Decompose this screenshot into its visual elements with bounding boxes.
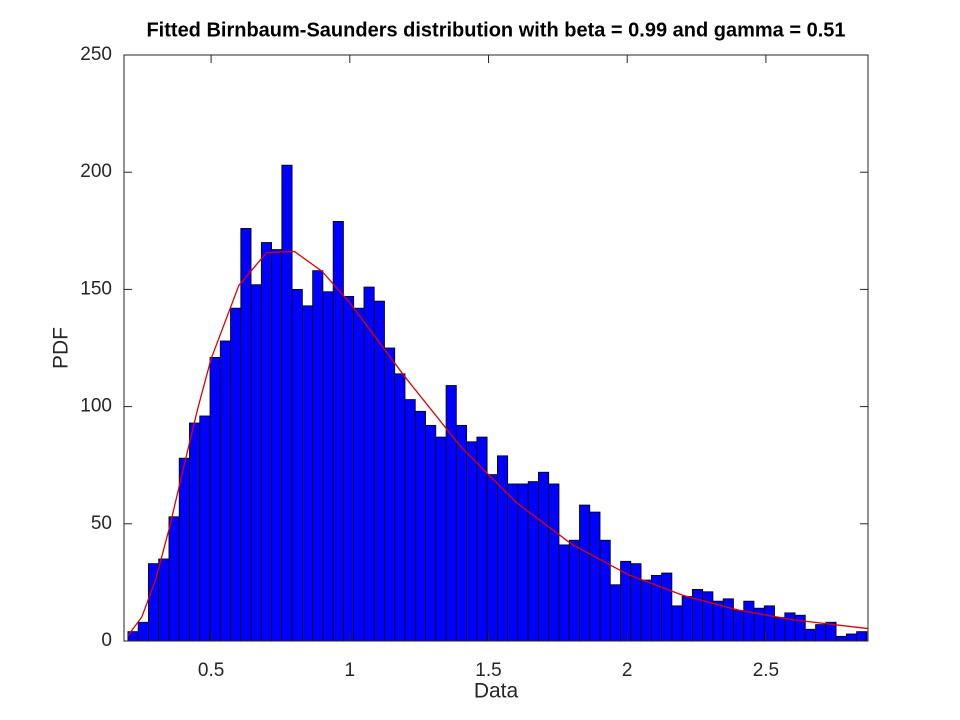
bar — [281, 164, 293, 642]
bar — [291, 288, 303, 642]
bar — [548, 483, 560, 642]
bar — [784, 612, 796, 642]
bar — [527, 481, 539, 642]
bar — [189, 422, 201, 642]
bar — [404, 399, 416, 642]
bar — [384, 347, 396, 642]
bar — [774, 617, 786, 642]
y-tick-label: 50 — [91, 513, 112, 534]
bar — [137, 621, 149, 642]
bar — [712, 600, 724, 642]
bar — [199, 415, 211, 642]
x-tick-label: 0.5 — [198, 660, 224, 681]
y-tick-label: 150 — [80, 278, 112, 299]
bar — [271, 249, 283, 642]
y-tick-label: 100 — [80, 396, 112, 417]
y-tick-label: 250 — [80, 44, 112, 65]
bar — [599, 539, 611, 642]
bar — [681, 596, 693, 642]
bars — [127, 164, 868, 642]
bar — [394, 373, 406, 642]
axes-box — [123, 54, 869, 642]
y-axis-label: PDF — [50, 327, 73, 369]
bar — [835, 635, 847, 642]
bar — [250, 284, 262, 642]
bar — [722, 598, 734, 642]
bar — [804, 628, 816, 642]
bar — [332, 221, 344, 642]
y-tick-label: 0 — [101, 630, 112, 651]
bar — [260, 242, 272, 642]
bar — [568, 539, 580, 642]
x-axis-label: Data — [474, 680, 519, 703]
bar — [343, 296, 355, 642]
bar — [794, 614, 806, 642]
x-tick-label: 2.5 — [753, 660, 779, 681]
bar — [692, 589, 704, 642]
chart-title: Fitted Birnbaum-Saunders distribution wi… — [146, 19, 845, 41]
bar — [466, 441, 478, 642]
bar — [435, 436, 447, 642]
fit-curve-group — [127, 250, 869, 636]
x-tick-label: 2 — [622, 660, 633, 681]
bar — [373, 300, 385, 642]
x-tick-label: 1 — [345, 660, 356, 681]
bar — [425, 424, 437, 642]
bar — [230, 307, 242, 642]
bar — [558, 544, 570, 642]
bar — [496, 455, 509, 642]
bar — [414, 410, 426, 642]
bar — [301, 305, 314, 642]
bar — [579, 504, 591, 642]
bar — [630, 563, 642, 642]
bar — [363, 286, 375, 642]
bar — [312, 270, 324, 642]
bar — [743, 600, 755, 642]
bar — [158, 558, 170, 642]
y-tick-label: 200 — [80, 161, 112, 182]
bar — [168, 516, 180, 642]
bar — [455, 424, 467, 642]
bar — [640, 579, 652, 642]
bar — [178, 457, 190, 642]
bar — [702, 591, 714, 642]
x-tick-label: 1.5 — [475, 660, 501, 681]
bar — [486, 474, 498, 642]
bar — [671, 605, 683, 642]
ticks: 0.5 1 1.5 2 2.5 0 50 100 150 200 250 — [80, 44, 868, 681]
bar — [538, 471, 550, 642]
bar — [507, 483, 519, 642]
bar — [219, 340, 231, 642]
bar — [589, 511, 601, 642]
bar — [733, 610, 745, 642]
bar — [609, 584, 621, 642]
bar — [322, 291, 334, 642]
bar — [240, 228, 252, 642]
bar — [661, 572, 673, 642]
bar — [856, 631, 868, 642]
bar — [815, 624, 827, 642]
bar — [353, 307, 365, 642]
bar — [209, 356, 221, 642]
bar — [445, 385, 457, 642]
bar — [845, 633, 858, 642]
fit-curve — [127, 250, 869, 636]
